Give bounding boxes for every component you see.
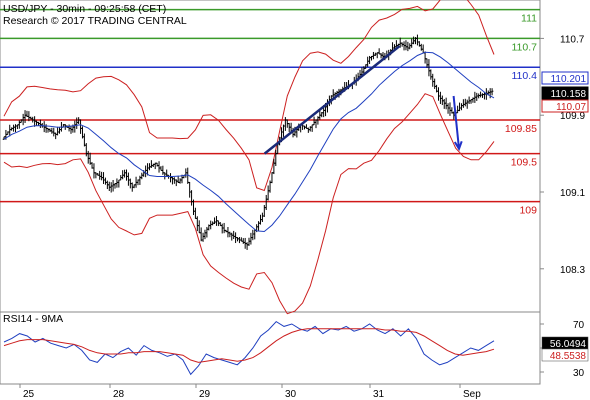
trendline bbox=[263, 45, 401, 155]
level-label: 109 bbox=[519, 205, 537, 217]
level-label: 109.85 bbox=[505, 123, 537, 135]
chart-copyright: Research © 2017 TRADING CENTRAL bbox=[3, 15, 187, 27]
price-tag-box bbox=[541, 71, 589, 85]
x-tick-label: 25 bbox=[23, 389, 35, 400]
level-label: 111 bbox=[521, 13, 537, 25]
price-tag-box bbox=[541, 86, 589, 100]
price-tag-label: 110.201 bbox=[551, 74, 587, 85]
rsi-tag-box bbox=[541, 348, 589, 362]
x-tick-label: 31 bbox=[373, 389, 385, 400]
x-tick-label: Sep bbox=[463, 389, 481, 400]
rsi-tick-label: 30 bbox=[573, 368, 585, 379]
x-tick-label: 30 bbox=[285, 389, 297, 400]
chart-title: USD/JPY - 30min - 09:25:58 (CET) bbox=[3, 3, 166, 15]
y-tick-label: 109.9 bbox=[560, 111, 585, 122]
rsi-lines bbox=[3, 320, 495, 376]
rsi-tick-label: 70 bbox=[573, 320, 585, 331]
level-label: 110.7 bbox=[512, 41, 538, 53]
forecast-arrow-head bbox=[453, 140, 463, 152]
rsi-ma-line bbox=[3, 328, 495, 363]
price-tag-label: 110.158 bbox=[551, 89, 587, 100]
moving-average bbox=[3, 51, 495, 233]
y-tick-label: 110.7 bbox=[560, 34, 585, 45]
level-label: 110.4 bbox=[512, 70, 538, 82]
price-tag-box bbox=[541, 99, 589, 113]
level-label: 109.5 bbox=[511, 157, 537, 169]
rsi-tag-label: 48.5538 bbox=[550, 351, 587, 362]
axis-ticks: 25 28 29 30 31 Sep 110.7 109.9 109.1 108.3 70 30 bbox=[19, 34, 585, 400]
x-tick-label: 29 bbox=[199, 389, 211, 400]
rsi-line bbox=[3, 320, 495, 376]
upper-band bbox=[3, 0, 495, 192]
forecast-arrow-shaft bbox=[452, 95, 460, 149]
lower-band bbox=[3, 93, 495, 315]
rsi-label: RSI14 - 9MA bbox=[3, 313, 63, 325]
annotations bbox=[263, 45, 463, 155]
bollinger-bands bbox=[3, 0, 495, 315]
y-tick-label: 108.3 bbox=[560, 265, 585, 276]
price-tag-label: 110.07 bbox=[556, 102, 586, 113]
rsi-tag-label: 56.0494 bbox=[550, 339, 587, 350]
y-tick-label: 109.1 bbox=[560, 188, 585, 199]
ma-line bbox=[3, 51, 495, 233]
x-tick-label: 28 bbox=[113, 389, 125, 400]
